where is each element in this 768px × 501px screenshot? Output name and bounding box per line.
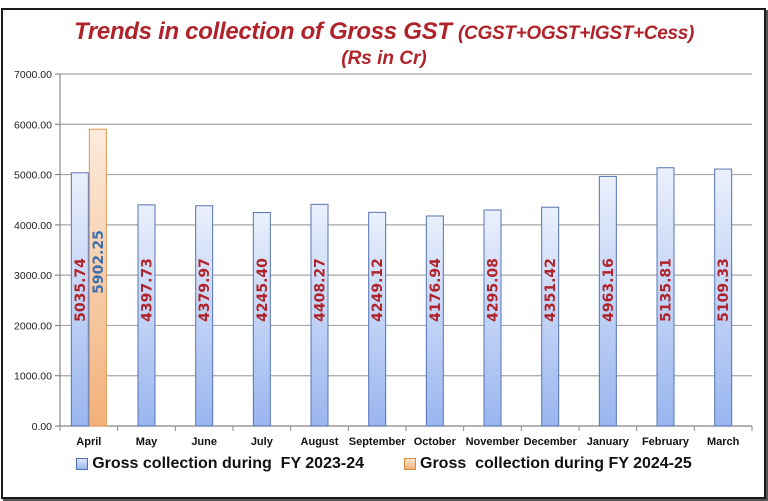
x-tick-label: May [136,436,158,448]
bar-fy2023-24 [541,206,560,427]
data-label: 5109.33 [716,258,732,322]
bar-fy2023-24 [310,203,329,427]
data-label: 4351.42 [543,258,559,322]
bar-fy2023-24 [483,209,502,427]
data-label: 4408.27 [313,258,329,322]
gridlines [60,73,752,377]
data-label: 5135.81 [659,258,675,322]
legend-label-fy2023-24: Gross collection during FY 2023-24 [92,455,364,472]
x-tick-label: July [251,436,274,448]
legend-label-fy2024-25: Gross collection during FY 2024-25 [420,455,692,472]
bar-fy2023-24 [714,168,733,427]
chart-title-components: (CGST+OGST+IGST+Cess) [458,23,695,44]
legend-swatch-blue [76,458,89,470]
x-tick-label: November [466,436,521,448]
x-tick-label: August [301,436,339,448]
y-tick-label: 3000.00 [14,270,52,282]
legend-item-fy2024-25: Gross collection during FY 2024-25 [404,455,692,473]
data-label: 5035.74 [73,258,89,322]
bar-fy2023-24 [368,211,387,427]
bar-fy2023-24 [425,215,444,427]
y-tick-label: 7000.00 [14,69,52,81]
x-tick-label: April [76,436,101,448]
bars [70,128,733,427]
legend-swatch-orange [404,458,416,470]
x-tick-label: January [587,436,630,448]
data-label: 4245.40 [255,258,271,322]
legend-item-fy2023-24: Gross collection during FY 2023-24 [76,455,364,473]
data-label: 4295.08 [486,258,502,322]
x-tick-label: March [707,436,740,448]
x-tick-label: December [524,436,578,448]
axes: 0.00 1000.00 2000.00 3000.00 4000.00 5000.00 6… [14,69,753,448]
bar-fy2023-24 [195,205,214,427]
chart-title-main: Trends in collection of Gross GST [73,18,459,45]
data-label: 5902.25 [91,230,107,294]
x-tick-label: October [414,436,457,448]
data-label: 4963.16 [601,258,617,322]
y-tick-label: 4000.00 [14,220,52,232]
data-label: 4379.97 [197,258,213,322]
data-label: 4249.12 [370,258,386,322]
data-label: 4397.73 [140,258,156,322]
x-tick-label: September [349,436,407,448]
y-tick-label: 6000.00 [14,119,52,131]
bar-fy2023-24 [70,172,89,427]
y-tick-label: 5000.00 [14,170,52,182]
bar-fy2023-24 [656,167,675,427]
data-labels: 5035.74 5902.25 4397.73 4379.97 4245.40 4408.… [73,230,732,322]
data-label: 4176.94 [428,258,444,322]
x-tick-label: February [642,436,690,448]
y-tick-label: 1000.00 [14,371,52,383]
legend: Gross collection during FY 2023-24 Gross… [0,455,768,473]
bar-fy2023-24 [137,204,156,427]
chart-title: Trends in collection of Gross GST (CGST+… [0,18,768,46]
y-tick-label: 0.00 [32,421,53,433]
bar-fy2023-24 [598,175,617,427]
chart-subtitle: (Rs in Cr) [341,48,427,69]
bar-fy2023-24 [252,212,271,427]
bar-fy2024-25 [88,128,107,427]
y-tick-label: 2000.00 [14,320,52,332]
x-tick-label: June [191,436,217,448]
